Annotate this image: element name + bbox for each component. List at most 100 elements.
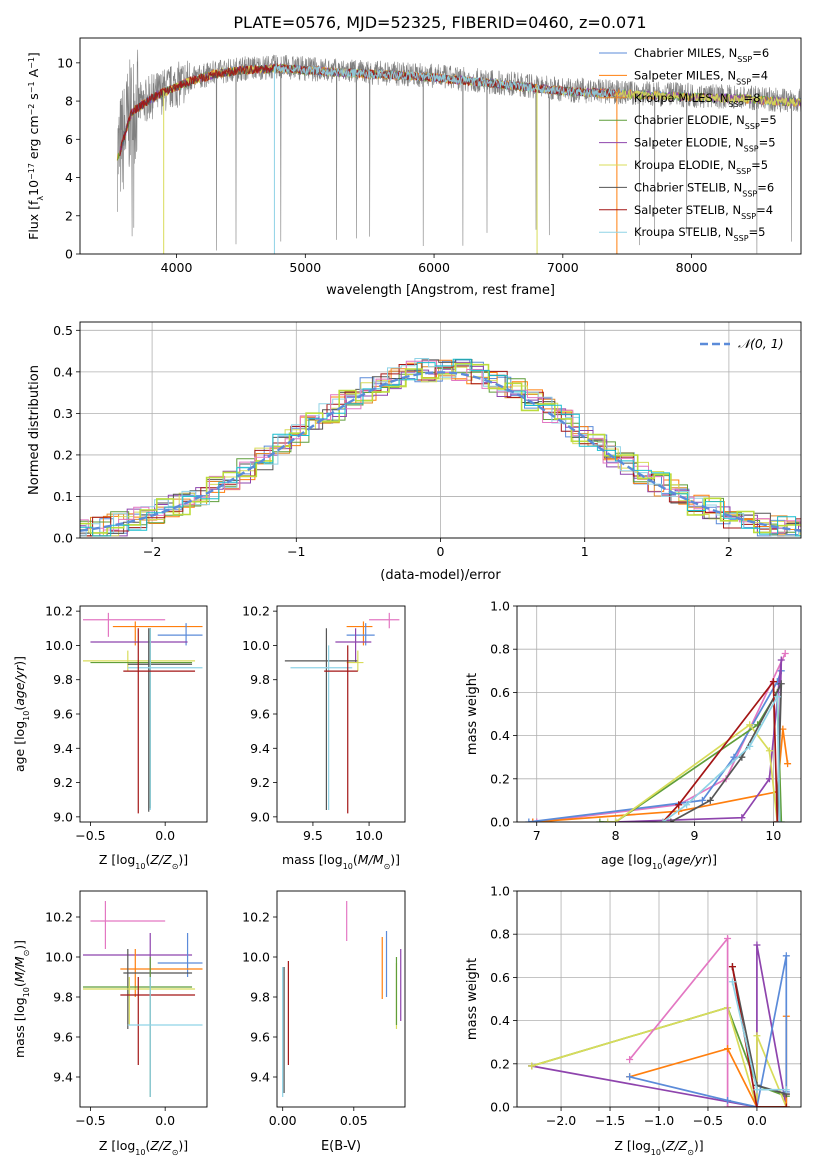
y-tick-label: 0.3 <box>53 406 73 421</box>
point-marker <box>753 1086 761 1094</box>
y-tick-label: 10.0 <box>45 950 73 965</box>
x-tick-label: 9.5 <box>303 828 323 843</box>
x-tick-label: 6000 <box>418 260 450 275</box>
x-axis-label: Z [log10(Z/Z⊙)] <box>614 1138 703 1157</box>
observed-spectrum <box>117 49 801 254</box>
weight-vs-z-panel: −2.0 −1.5 −1.0 −0.5 0.0 0.0 0.2 0.4 0.6 0.8 1.0 Z [… <box>465 884 802 1157</box>
point-marker <box>784 760 792 768</box>
histogram <box>80 360 801 534</box>
point-marker <box>667 818 675 822</box>
x-tick-label: −0.5 <box>75 828 105 843</box>
y-tick-label: 9.6 <box>250 707 270 722</box>
y-tick-label: 0.2 <box>490 1056 510 1071</box>
y-tick-label: 9.4 <box>250 741 270 756</box>
legend-entry: Salpeter ELODIE, NSSP=5 <box>634 136 776 154</box>
x-axis-label: Z [log10(Z/Z⊙)] <box>99 1138 188 1157</box>
point-marker <box>724 1103 732 1107</box>
y-tick-label: 9.8 <box>250 990 270 1005</box>
point-marker <box>528 1062 536 1070</box>
x-tick-label: 0 <box>437 544 445 559</box>
weight-series <box>532 653 786 822</box>
axes-frame <box>276 890 406 1108</box>
x-tick-label: −2 <box>143 544 161 559</box>
weight-series <box>629 955 788 1107</box>
point-marker <box>529 818 537 822</box>
point-marker <box>773 693 781 701</box>
y-tick-label: 0.6 <box>490 685 510 700</box>
legend-entry: Chabrier MILES, NSSP=6 <box>634 46 769 64</box>
point-marker <box>753 1103 761 1107</box>
y-tick-label: 0.0 <box>490 1100 510 1115</box>
x-tick-label: −1.5 <box>595 1113 625 1128</box>
legend-entry: Kroupa ELODIE, NSSP=5 <box>634 158 768 176</box>
residuals-panel: −2 −1 0 1 2 0.0 0.1 0.2 0.3 0.4 0.5 𝒩(0, 1) (data-mo… <box>27 321 802 583</box>
y-tick-label: 9.6 <box>53 707 73 722</box>
point-marker <box>604 818 612 822</box>
point-marker <box>782 952 790 960</box>
x-tick-label: −2.0 <box>546 1113 576 1128</box>
y-tick-label: 9.4 <box>250 1070 270 1085</box>
error-bars <box>282 901 402 1097</box>
y-tick-label: 0.5 <box>53 323 73 338</box>
point-marker <box>626 1055 634 1063</box>
legend-entry: Chabrier STELIB, NSSP=6 <box>634 180 774 198</box>
y-tick-label: 0.2 <box>53 447 73 462</box>
y-tick-label: 4 <box>65 170 73 185</box>
point-marker <box>753 1032 761 1040</box>
y-tick-label: 8 <box>65 94 73 109</box>
error-bars <box>82 901 203 1097</box>
point-marker <box>738 753 746 761</box>
y-tick-label: 10.2 <box>242 604 270 619</box>
x-tick-label: 0.0 <box>155 828 175 843</box>
point-marker <box>612 818 620 822</box>
y-tick-label: 0.0 <box>53 531 73 546</box>
point-marker <box>596 818 604 822</box>
x-tick-label: 7000 <box>547 260 579 275</box>
weight-series <box>615 659 783 822</box>
y-tick-label: 0.4 <box>490 728 510 743</box>
point-marker <box>738 814 746 822</box>
point-marker <box>782 1086 790 1094</box>
x-tick-label: 9 <box>691 828 699 843</box>
point-marker <box>659 818 667 822</box>
y-tick-label: 9.0 <box>53 809 73 824</box>
x-tick-label: 0.0 <box>155 1113 175 1128</box>
histograms <box>80 358 801 537</box>
axes-frame <box>79 37 802 255</box>
y-tick-label: 0.1 <box>53 489 73 504</box>
x-tick-label: 5000 <box>289 260 321 275</box>
y-tick-label: 0.2 <box>490 771 510 786</box>
y-tick-label: 10.2 <box>45 910 73 925</box>
y-tick-label: 9.8 <box>53 990 73 1005</box>
mass-vs-z-panel: −0.5 0.0 9.4 9.6 9.8 10.0 10.2 Z [log10(Z/Z⊙)] m… <box>12 890 208 1157</box>
point-marker <box>724 1045 732 1053</box>
axes-frame <box>516 890 802 1108</box>
spectrum-panel: 4000 5000 6000 7000 8000 0 2 4 6 8 10 wavelength [A… <box>26 37 802 298</box>
weight-lines <box>528 935 790 1107</box>
y-tick-label: 9.4 <box>53 1070 73 1085</box>
y-tick-label: 10.0 <box>242 950 270 965</box>
legend-entry: Kroupa STELIB, NSSP=5 <box>634 225 765 243</box>
point-marker <box>724 1097 732 1105</box>
figure-title: PLATE=0576, MJD=52325, FIBERID=0460, z=0… <box>233 13 646 32</box>
y-tick-label: 2 <box>65 208 73 223</box>
point-marker <box>777 818 785 822</box>
histogram <box>80 359 801 537</box>
histogram <box>80 358 801 537</box>
legend-entry: Kroupa MILES, NSSP=8 <box>634 91 760 109</box>
y-axis-label: Flux [fλ10−17 erg cm−2 s−1 A−1] <box>26 52 45 240</box>
weight-series <box>731 966 787 1107</box>
age-vs-mass-panel: 9.5 10.0 9.0 9.2 9.4 9.6 9.8 10.0 10.2 mass [log1… <box>242 604 406 871</box>
y-tick-label: 1.0 <box>490 599 510 614</box>
axes-frame <box>79 890 208 1108</box>
point-marker <box>683 801 691 809</box>
point-marker <box>776 818 784 822</box>
axes-frame <box>276 605 406 823</box>
axes-frame <box>79 605 208 823</box>
y-axis-label: mass [log10(M/M⊙)] <box>12 940 31 1058</box>
mass-vs-ebv-panel: 0.00 0.05 9.4 9.6 9.8 10.0 10.2 E(B-V) <box>242 890 406 1154</box>
y-tick-label: 10 <box>57 55 73 70</box>
x-axis-label: Z [log10(Z/Z⊙)] <box>99 852 188 871</box>
y-tick-label: 6 <box>65 132 73 147</box>
